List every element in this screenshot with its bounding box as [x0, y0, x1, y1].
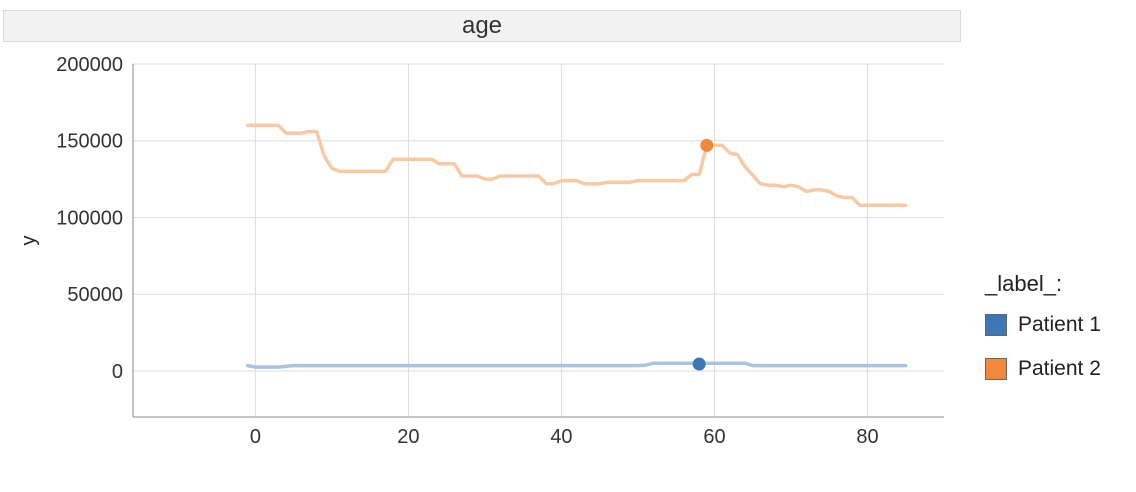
series-line-2: [246, 123, 908, 207]
x-tick-label: 60: [703, 426, 725, 448]
legend-item-patient-1[interactable]: Patient 1: [985, 313, 1101, 337]
legend-item-patient-2[interactable]: Patient 2: [985, 357, 1101, 381]
legend-label: Patient 1: [1018, 313, 1101, 336]
legend-swatch: [985, 358, 1007, 380]
x-tick-label: 80: [856, 426, 878, 448]
facet-title: age: [461, 12, 503, 39]
legend-swatch: [985, 314, 1007, 336]
y-tick-label: 150000: [56, 131, 123, 153]
facet-strip: age: [3, 10, 961, 42]
legend-title: _label_:: [985, 271, 1063, 296]
x-tick-label: 20: [397, 426, 419, 448]
y-tick-label: 50000: [67, 284, 123, 306]
y-tick-label: 200000: [56, 54, 123, 76]
x-tick-label: 0: [250, 426, 261, 448]
series-point-1: [692, 357, 706, 371]
x-tick-label: 40: [550, 426, 572, 448]
y-tick-label: 100000: [56, 207, 123, 229]
legend-label: Patient 2: [1018, 357, 1101, 380]
series-point-2: [700, 138, 714, 152]
series-line-1: [246, 361, 908, 369]
y-axis-label: y: [18, 236, 40, 246]
y-tick-label: 0: [112, 361, 123, 383]
